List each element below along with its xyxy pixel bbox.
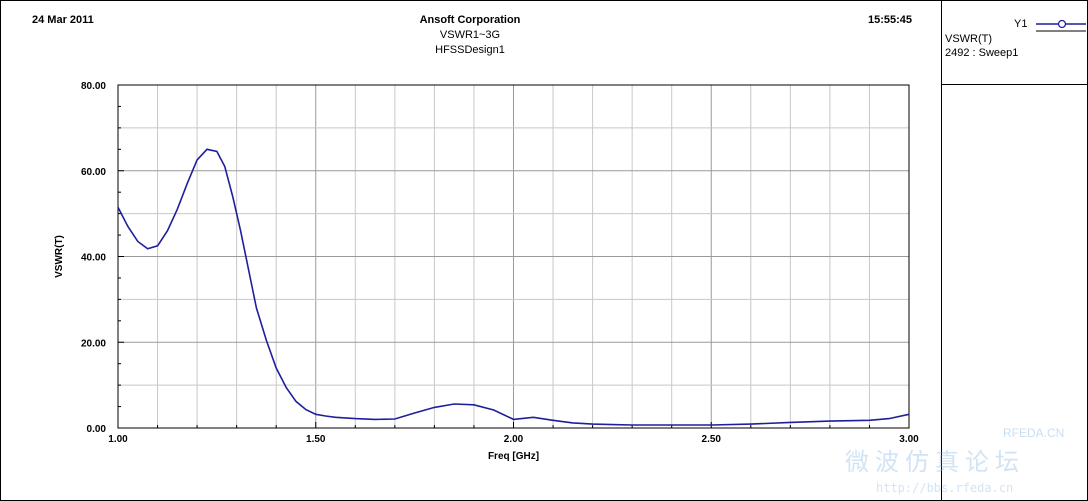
- report-subtitle: VSWR1~3G: [439, 29, 501, 41]
- x-tick-label: 2.00: [504, 434, 524, 445]
- report-company: Ansoft Corporation: [419, 14, 521, 26]
- watermark-site: RFEDA.CN: [1003, 426, 1064, 440]
- y-axis-label: VSWR(T): [54, 235, 65, 278]
- x-tick-label: 3.00: [899, 434, 919, 445]
- legend-line-marker: [1036, 19, 1086, 32]
- x-tick-label: 1.00: [108, 434, 128, 445]
- y-tick-label: 40.00: [81, 253, 106, 264]
- report-date: 24 Mar 2011: [32, 14, 94, 26]
- plot-grid: [118, 85, 909, 428]
- report-time: 15:55:45: [868, 14, 913, 26]
- watermark: RFEDA.CN 微波仿真论坛 http://bbs.rfeda.cn: [845, 426, 1064, 495]
- y-tick-label: 0.00: [87, 424, 107, 435]
- tick-labels: 1.00 1.50 2.00 2.50 3.00 0.00 20.00 40.00 60.00 8…: [81, 81, 919, 445]
- watermark-url: http://bbs.rfeda.cn: [876, 481, 1013, 495]
- legend-divider-horizontal: [941, 84, 1088, 85]
- legend-sweep-name: 2492 : Sweep1: [945, 47, 1019, 59]
- legend-divider-vertical: [941, 0, 942, 501]
- legend-axis-label: Y1: [1014, 18, 1028, 30]
- x-axis-label: Freq [GHz]: [488, 451, 539, 462]
- y-tick-label: 20.00: [81, 338, 106, 349]
- vswr-series-line[interactable]: [117, 148, 910, 426]
- axis-ticks: [117, 84, 910, 429]
- x-tick-label: 1.50: [306, 434, 326, 445]
- x-tick-label: 2.50: [702, 434, 722, 445]
- design-name: HFSSDesign1: [435, 44, 505, 56]
- y-tick-label: 60.00: [81, 167, 106, 178]
- legend-trace-name[interactable]: VSWR(T): [945, 33, 993, 45]
- y-tick-label: 80.00: [81, 81, 106, 92]
- watermark-chinese: 微波仿真论坛: [845, 448, 1025, 476]
